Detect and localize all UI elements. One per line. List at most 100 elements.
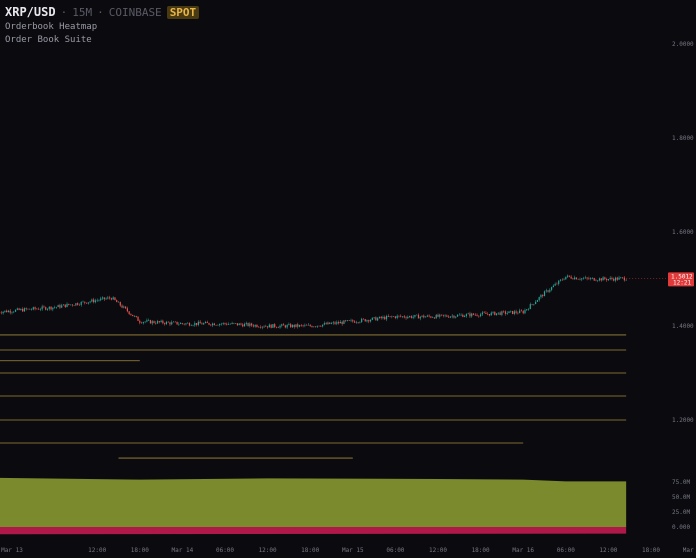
candle: [187, 323, 189, 324]
candle: [226, 323, 228, 325]
indicator-order-book-suite[interactable]: Order Book Suite: [5, 35, 92, 45]
candle: [389, 316, 391, 317]
candle: [309, 324, 311, 327]
candle: [176, 321, 178, 325]
candle: [478, 315, 480, 317]
candle: [57, 305, 59, 308]
candle: [0, 312, 2, 314]
time-tick-label: 06:00: [216, 547, 234, 554]
candle: [203, 323, 205, 325]
candle: [23, 308, 26, 312]
candle: [286, 325, 288, 328]
candle: [171, 322, 173, 325]
candle: [611, 277, 613, 279]
candle: [598, 278, 601, 281]
candle: [322, 324, 324, 327]
candle: [535, 301, 537, 304]
candle: [34, 307, 36, 309]
candle: [116, 300, 118, 303]
candle: [162, 320, 164, 324]
separator: ·: [60, 5, 68, 19]
candle: [483, 312, 485, 314]
candle: [481, 312, 483, 315]
candle: [43, 306, 45, 308]
candle: [114, 297, 116, 301]
candle: [542, 295, 544, 297]
candle: [343, 320, 345, 324]
price-tick-label: 1.4000: [672, 323, 694, 330]
candle: [169, 322, 171, 325]
candle: [80, 301, 82, 305]
candle: [82, 301, 84, 303]
candle: [401, 316, 404, 317]
candle: [430, 316, 432, 318]
candle: [455, 316, 457, 318]
candle: [469, 313, 471, 317]
separator: ·: [97, 5, 104, 19]
candle: [197, 321, 199, 325]
candle: [620, 277, 622, 278]
indicator-orderbook-heatmap[interactable]: Orderbook Heatmap: [5, 22, 98, 32]
time-tick-label: 12:00: [259, 547, 277, 554]
candle: [62, 304, 65, 306]
candle: [488, 314, 491, 316]
candle: [11, 312, 13, 313]
candle: [7, 310, 10, 313]
candle: [423, 315, 425, 318]
candle: [231, 322, 233, 324]
candle: [142, 322, 144, 324]
candle: [538, 297, 540, 301]
candle: [265, 326, 267, 327]
candle: [48, 306, 50, 309]
candle: [220, 323, 223, 325]
candle: [105, 298, 107, 300]
candle: [391, 316, 393, 317]
candle: [236, 323, 239, 326]
candle: [467, 313, 469, 315]
candle: [140, 322, 143, 324]
candle: [362, 318, 365, 320]
candle: [274, 324, 276, 328]
candle: [91, 299, 93, 302]
candle: [448, 316, 450, 318]
candle: [9, 310, 11, 313]
candle: [361, 318, 363, 322]
candle: [201, 323, 203, 325]
symbol[interactable]: XRP/USD: [5, 5, 56, 19]
candle: [259, 327, 262, 328]
candle: [480, 314, 482, 317]
candle: [556, 283, 558, 285]
candle: [306, 325, 308, 326]
candle: [409, 316, 411, 317]
candle: [211, 323, 214, 326]
time-tick-label: Mar 17: [683, 547, 696, 554]
candle: [94, 300, 97, 303]
candle: [586, 277, 588, 279]
interval[interactable]: 15M: [72, 5, 93, 19]
candle: [206, 321, 208, 323]
candle: [233, 322, 235, 324]
candle: [393, 316, 395, 318]
candle: [149, 320, 152, 324]
candle: [18, 308, 20, 310]
candle: [570, 276, 572, 279]
candle: [338, 322, 340, 324]
candle: [178, 324, 180, 325]
candle: [606, 279, 608, 281]
candle: [151, 321, 153, 324]
candle: [133, 315, 136, 317]
candle: [54, 307, 56, 308]
candle: [132, 314, 134, 317]
candle: [336, 322, 338, 324]
candle: [135, 315, 137, 317]
candle: [313, 326, 315, 328]
candle: [307, 324, 310, 326]
price-tick-label: 1.2000: [672, 417, 694, 424]
candle: [240, 323, 242, 325]
candle: [213, 323, 215, 326]
candle: [437, 314, 439, 317]
candle: [68, 303, 70, 305]
candle: [453, 315, 455, 318]
candle: [137, 316, 139, 321]
